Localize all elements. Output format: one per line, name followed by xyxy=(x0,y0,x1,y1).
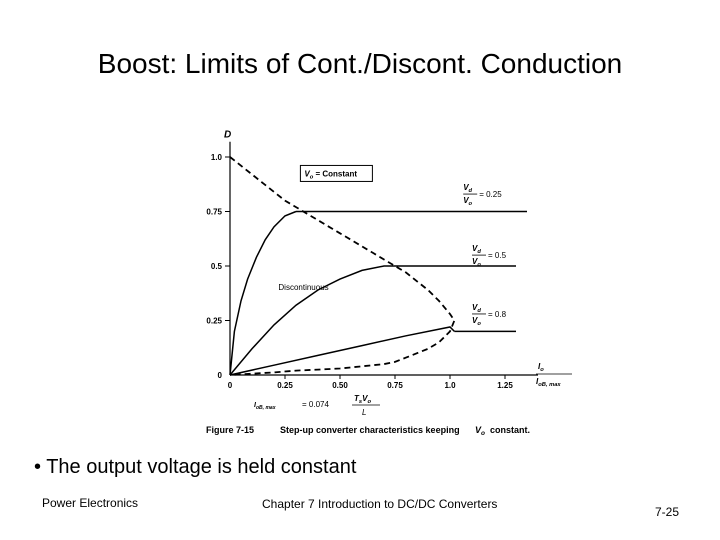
caption-variable: Vo xyxy=(475,425,485,437)
constant-box xyxy=(299,164,373,182)
series-1-discontinuous-line xyxy=(229,210,297,376)
series-2-label-numerator: Vd xyxy=(472,244,481,255)
chart-ticks: 0 0.25 0.5 0.75 1.0 0 0.25 0.50 0.75 1.0 1.25 xyxy=(206,153,513,390)
x-axis-label-numerator: Io xyxy=(538,362,544,373)
x-tick-label: 0 xyxy=(228,381,233,390)
y-tick-label: 0 xyxy=(218,371,223,380)
chart-axes: D xyxy=(224,130,538,376)
boundary-curve xyxy=(229,156,456,376)
formula-numerator: TsVo xyxy=(354,394,371,405)
slide-title: Boost: Limits of Cont./Discont. Conducti… xyxy=(97,48,623,79)
formula-eq: = 0.074 xyxy=(302,400,329,409)
bullet-point: • The output voltage is held constant xyxy=(34,456,357,478)
caption-text: Step-up converter characteristics keepin… xyxy=(280,425,460,435)
x-tick-label: 0.50 xyxy=(332,381,348,390)
y-tick-label: 1.0 xyxy=(211,153,223,162)
x-tick-label: 0.75 xyxy=(387,381,403,390)
series-1-label-value: = 0.25 xyxy=(479,190,502,199)
series-2-discontinuous-line xyxy=(229,265,395,376)
y-tick-label: 0.75 xyxy=(206,208,222,217)
formula-lhs: IoB, max xyxy=(254,402,276,411)
footer-chapter: Chapter 7 Introduction to DC/DC Converte… xyxy=(262,497,498,511)
x-tick-label: 1.0 xyxy=(444,381,456,390)
x-tick-label: 1.25 xyxy=(497,381,513,390)
series-3-label-value: = 0.8 xyxy=(488,310,507,319)
series-3-discontinuous-line xyxy=(229,326,455,376)
y-axis-label: D xyxy=(224,130,231,141)
boost-characteristics-figure: D 0 0.25 0.5 0.75 1.0 0 0.25 0.50 0.75 1.0 1.25 Io… xyxy=(206,130,572,437)
caption-label: Figure 7-15 xyxy=(206,425,254,435)
series-2-label-value: = 0.5 xyxy=(488,251,507,260)
chart-curves xyxy=(229,156,527,376)
caption-end: constant. xyxy=(490,425,530,435)
series-2-label-denominator: Vo xyxy=(472,257,481,268)
series-3-label-denominator: Vo xyxy=(472,316,481,327)
series-1-label-numerator: Vd xyxy=(463,183,472,194)
formula-denominator: L xyxy=(362,408,366,417)
footer-course: Power Electronics xyxy=(42,496,139,510)
x-tick-label: 0.25 xyxy=(277,381,293,390)
y-tick-label: 0.25 xyxy=(206,317,222,326)
y-tick-label: 0.5 xyxy=(211,262,223,271)
series-3-label-numerator: Vd xyxy=(472,303,481,314)
figure-caption: Figure 7-15 Step-up converter characteris… xyxy=(206,425,530,437)
footer-page-number: 7-25 xyxy=(655,505,680,519)
chart-labels: Io IoB, max Vd Vo = 0.25 Vd Vo = 0.5 Vd Vo = 0.8 Vo… xyxy=(254,164,572,417)
x-axis-label-denominator: IoB, max xyxy=(536,377,561,388)
series-1-label-denominator: Vo xyxy=(463,196,472,207)
constant-box-label: Vo = Constant xyxy=(304,169,357,180)
discontinuous-region-label: Discontinuous xyxy=(278,283,328,292)
